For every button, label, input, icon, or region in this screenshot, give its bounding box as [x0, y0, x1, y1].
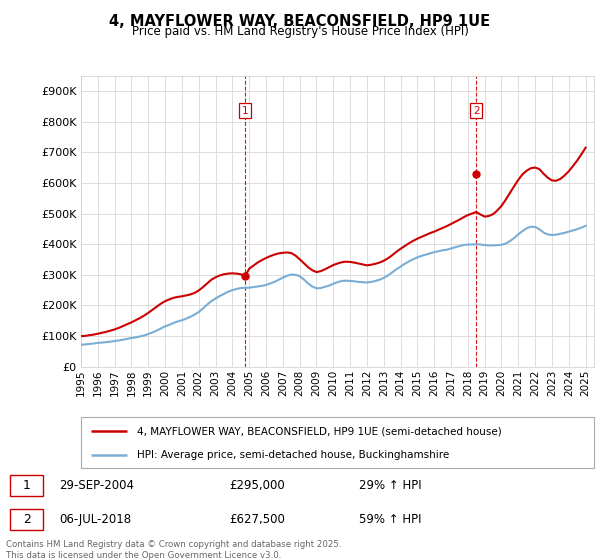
FancyBboxPatch shape: [10, 475, 43, 497]
Text: 4, MAYFLOWER WAY, BEACONSFIELD, HP9 1UE: 4, MAYFLOWER WAY, BEACONSFIELD, HP9 1UE: [109, 14, 491, 29]
Text: 4, MAYFLOWER WAY, BEACONSFIELD, HP9 1UE (semi-detached house): 4, MAYFLOWER WAY, BEACONSFIELD, HP9 1UE …: [137, 426, 502, 436]
Text: 1: 1: [242, 105, 248, 115]
Text: £627,500: £627,500: [229, 513, 286, 526]
Text: HPI: Average price, semi-detached house, Buckinghamshire: HPI: Average price, semi-detached house,…: [137, 450, 449, 460]
Text: 59% ↑ HPI: 59% ↑ HPI: [359, 513, 421, 526]
Text: Contains HM Land Registry data © Crown copyright and database right 2025.
This d: Contains HM Land Registry data © Crown c…: [6, 540, 341, 560]
FancyBboxPatch shape: [10, 508, 43, 530]
Text: Price paid vs. HM Land Registry's House Price Index (HPI): Price paid vs. HM Land Registry's House …: [131, 25, 469, 38]
Text: 06-JUL-2018: 06-JUL-2018: [59, 513, 131, 526]
Text: 29% ↑ HPI: 29% ↑ HPI: [359, 479, 421, 492]
Text: £295,000: £295,000: [229, 479, 285, 492]
Text: 2: 2: [23, 513, 31, 526]
Text: 2: 2: [473, 105, 479, 115]
FancyBboxPatch shape: [81, 417, 594, 468]
Text: 1: 1: [23, 479, 31, 492]
Text: 29-SEP-2004: 29-SEP-2004: [59, 479, 134, 492]
